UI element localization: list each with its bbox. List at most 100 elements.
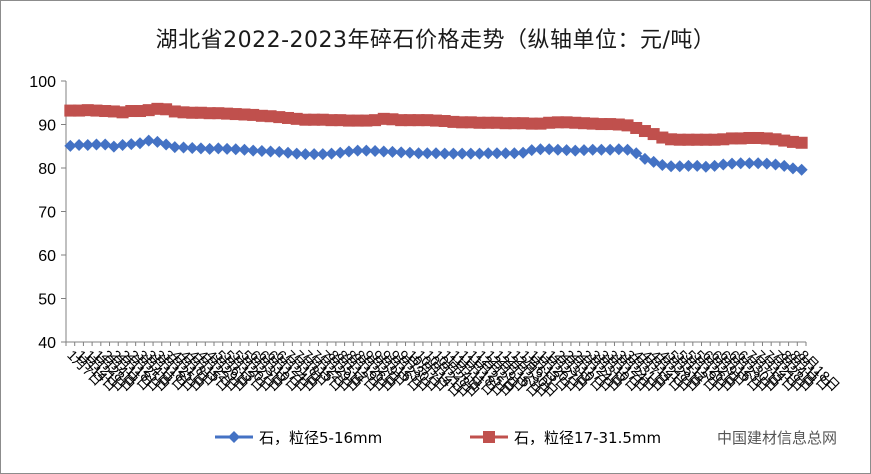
data-point xyxy=(430,147,442,160)
data-point xyxy=(612,143,625,156)
data-point xyxy=(482,147,495,160)
watermark-text: 中国建材信息总网 xyxy=(714,427,839,448)
data-point xyxy=(525,144,538,157)
data-point xyxy=(386,145,399,158)
data-point xyxy=(691,159,704,172)
data-point xyxy=(490,147,503,160)
data-point xyxy=(273,145,286,158)
data-point xyxy=(560,144,573,157)
data-point xyxy=(90,138,103,151)
legend-entry-2: 石，粒径17-31.5mm xyxy=(470,429,661,447)
data-point xyxy=(795,163,808,176)
data-point xyxy=(125,138,138,151)
data-point xyxy=(351,144,364,157)
data-point xyxy=(238,143,251,156)
data-point xyxy=(464,147,477,160)
data-point xyxy=(786,162,799,175)
data-point xyxy=(578,144,590,157)
data-point xyxy=(116,138,129,151)
data-point xyxy=(412,147,425,160)
data-point xyxy=(682,159,695,172)
legend-marker xyxy=(483,431,495,443)
data-point xyxy=(107,140,120,153)
y-tick-label: 90 xyxy=(38,118,56,135)
data-point xyxy=(595,143,608,156)
data-point xyxy=(247,108,260,121)
data-point xyxy=(438,147,451,160)
legend-label: 石，粒径5-16mm xyxy=(259,429,382,447)
data-point xyxy=(769,158,782,171)
data-point xyxy=(134,137,146,150)
data-point xyxy=(551,143,564,156)
data-point xyxy=(534,143,547,156)
data-point xyxy=(168,141,181,154)
data-point xyxy=(543,143,556,156)
data-point xyxy=(743,157,756,170)
data-point xyxy=(569,144,582,157)
y-tick-label: 60 xyxy=(38,248,56,265)
data-point xyxy=(421,147,434,160)
data-point xyxy=(377,145,390,158)
data-point xyxy=(665,160,678,173)
data-point xyxy=(73,138,86,151)
data-point xyxy=(673,160,686,173)
data-point xyxy=(334,146,347,159)
y-tick-label: 100 xyxy=(29,74,56,91)
data-point xyxy=(203,142,216,155)
data-point xyxy=(247,144,260,157)
data-point xyxy=(221,142,234,155)
series-2 xyxy=(64,102,808,149)
data-point xyxy=(473,147,486,160)
data-point xyxy=(621,119,634,132)
data-point xyxy=(360,144,373,157)
data-point xyxy=(282,146,294,159)
legend: 石，粒径5-16mm 石，粒径17-31.5mm xyxy=(215,429,661,447)
series-1 xyxy=(64,134,808,176)
data-point xyxy=(604,143,617,156)
data-point xyxy=(81,138,94,151)
data-point xyxy=(99,138,112,151)
data-point xyxy=(726,157,738,170)
data-point xyxy=(395,146,408,159)
data-point xyxy=(508,117,521,130)
legend-label: 石，粒径17-31.5mm xyxy=(514,429,661,447)
data-point xyxy=(116,106,129,119)
data-point xyxy=(186,141,199,154)
data-point xyxy=(342,145,355,158)
data-point xyxy=(621,143,634,156)
legend-entry-1: 石，粒径5-16mm xyxy=(215,429,382,447)
data-point xyxy=(638,125,651,138)
data-point xyxy=(369,145,382,158)
y-tick-label: 80 xyxy=(38,161,56,178)
data-point xyxy=(264,145,277,158)
data-point xyxy=(656,158,669,171)
y-tick-label: 70 xyxy=(38,205,56,222)
data-point xyxy=(229,143,242,156)
data-point xyxy=(447,147,460,160)
legend-marker xyxy=(228,431,240,443)
data-point xyxy=(699,160,712,173)
x-axis: 1月7日1月14日1月21日1月28日2月4日2月11日2月18日2月25日3月… xyxy=(64,341,843,400)
data-point xyxy=(517,146,530,159)
data-point xyxy=(499,147,512,160)
data-point xyxy=(508,147,521,160)
y-tick-label: 50 xyxy=(38,292,56,309)
data-point xyxy=(151,135,164,148)
data-point xyxy=(212,142,225,155)
data-point xyxy=(403,146,416,159)
data-point xyxy=(316,148,329,161)
chart-title: 湖北省2022-2023年碎石价格走势（纵轴单位：元/吨） xyxy=(155,28,716,53)
data-point xyxy=(290,147,303,160)
data-point xyxy=(708,159,721,172)
data-point xyxy=(456,147,469,160)
data-point xyxy=(194,142,207,155)
series-layer xyxy=(64,102,808,176)
data-point xyxy=(586,143,599,156)
data-point xyxy=(177,141,190,154)
data-point xyxy=(255,145,268,158)
data-point xyxy=(64,139,77,152)
data-point xyxy=(160,138,173,151)
data-point xyxy=(778,159,791,172)
